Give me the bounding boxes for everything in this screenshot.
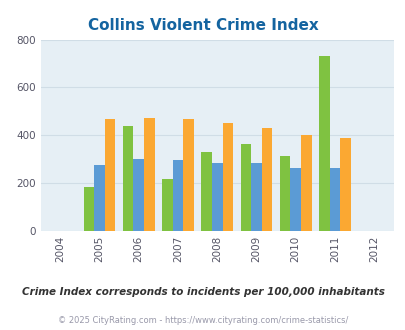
Bar [123,126,133,231]
Bar [329,168,339,231]
Text: Collins Violent Crime Index: Collins Violent Crime Index [87,18,318,33]
Bar [339,138,350,231]
Text: © 2025 CityRating.com - https://www.cityrating.com/crime-statistics/: © 2025 CityRating.com - https://www.city… [58,315,347,325]
Bar [83,187,94,231]
Bar [183,119,193,231]
Bar [222,123,232,231]
Bar [261,128,272,231]
Bar [94,165,104,231]
Bar [104,119,115,231]
Bar [251,163,261,231]
Bar [290,168,300,231]
Bar [172,160,183,231]
Bar [162,179,172,231]
Bar [318,56,329,231]
Bar [133,159,144,231]
Bar [279,156,290,231]
Text: Crime Index corresponds to incidents per 100,000 inhabitants: Crime Index corresponds to incidents per… [21,287,384,297]
Bar [201,152,211,231]
Bar [211,163,222,231]
Bar [240,145,251,231]
Bar [144,117,154,231]
Bar [300,135,311,231]
